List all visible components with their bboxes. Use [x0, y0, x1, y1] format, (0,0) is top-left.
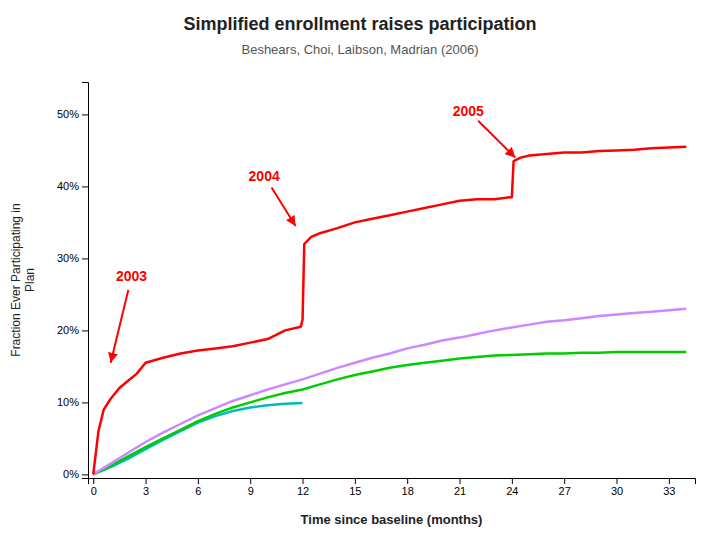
tick-mark	[460, 478, 461, 484]
tick-mark	[407, 478, 408, 484]
tick-label: 0	[91, 485, 97, 497]
tick: 40%	[57, 180, 88, 192]
tick: 33	[663, 478, 675, 497]
tick-label: 27	[559, 485, 571, 497]
tick: 18	[402, 478, 414, 497]
tick-label: 24	[506, 485, 518, 497]
plot-area: 0 3 6 9 12 15 18 21 24 27 30 33 0% 10% 20% 30% 40% 50% 200…	[57, 83, 696, 497]
chart-container: Simplified enrollment raises participati…	[0, 0, 720, 540]
tick-mark	[250, 478, 251, 484]
annotation-arrow	[478, 121, 515, 158]
x-axis: 0 3 6 9 12 15 18 21 24 27 30 33	[89, 478, 696, 497]
series-group	[93, 147, 686, 475]
chart-svg: Simplified enrollment raises participati…	[0, 0, 720, 540]
tick: 21	[454, 478, 466, 497]
tick-label: 50%	[57, 108, 79, 120]
tick: 30%	[57, 252, 88, 264]
tick: 0%	[63, 468, 88, 480]
tick-label: 0%	[63, 468, 79, 480]
tick-mark	[82, 402, 88, 403]
tick-mark	[82, 186, 88, 187]
tick: 24	[506, 478, 518, 497]
tick-label: 33	[663, 485, 675, 497]
tick-mark	[303, 478, 304, 484]
tick-label: 40%	[57, 180, 79, 192]
tick-mark	[564, 478, 565, 484]
annotation: 2005	[453, 103, 484, 119]
annotation-arrow	[272, 187, 296, 226]
tick: 20%	[57, 324, 88, 336]
tick-mark	[512, 478, 513, 484]
tick: 50%	[57, 108, 88, 120]
tick-label: 10%	[57, 396, 79, 408]
tick-mark	[669, 478, 670, 484]
tick-label: 30%	[57, 252, 79, 264]
tick-label: 15	[349, 485, 361, 497]
series-line	[93, 147, 686, 475]
tick: 27	[559, 478, 571, 497]
tick-mark	[198, 478, 199, 484]
axis-line	[89, 479, 696, 485]
x-axis-label: Time since baseline (months)	[301, 512, 483, 527]
tick-mark	[82, 474, 88, 475]
series-line	[93, 309, 686, 475]
tick-label: 12	[297, 485, 309, 497]
tick-label: 9	[248, 485, 254, 497]
tick-label: 6	[195, 485, 201, 497]
y-axis-label-line: Plan	[23, 268, 37, 292]
axis-line	[82, 83, 89, 479]
title: Simplified enrollment raises participati…	[183, 14, 536, 34]
tick-label: 20%	[57, 324, 79, 336]
tick-mark	[93, 478, 94, 484]
annotation-arrow	[111, 290, 129, 363]
tick-mark	[355, 478, 356, 484]
tick-mark	[146, 478, 147, 484]
subtitle: Beshears, Choi, Laibson, Madrian (2006)	[241, 42, 478, 57]
annotation: 2003	[116, 268, 147, 284]
tick: 0	[91, 478, 97, 497]
tick: 3	[143, 478, 149, 497]
tick: 9	[248, 478, 254, 497]
annotation: 2004	[249, 168, 280, 184]
tick: 6	[195, 478, 201, 497]
tick-label: 3	[143, 485, 149, 497]
y-axis: 0% 10% 20% 30% 40% 50%	[57, 83, 89, 481]
y-axis-label-line: Fraction Ever Participating in	[9, 203, 23, 356]
tick-label: 21	[454, 485, 466, 497]
series-line	[93, 352, 686, 474]
annotations: 2003 2004 2005	[111, 103, 516, 363]
tick: 10%	[57, 396, 88, 408]
tick: 15	[349, 478, 361, 497]
tick-mark	[82, 258, 88, 259]
tick: 12	[297, 478, 309, 497]
tick-label: 30	[611, 485, 623, 497]
tick-label: 18	[402, 485, 414, 497]
series-line	[93, 403, 302, 474]
tick-mark	[82, 330, 88, 331]
tick-mark	[82, 114, 88, 115]
tick-mark	[617, 478, 618, 484]
tick: 30	[611, 478, 623, 497]
y-axis-label: Fraction Ever Participating inPlan	[9, 203, 37, 356]
